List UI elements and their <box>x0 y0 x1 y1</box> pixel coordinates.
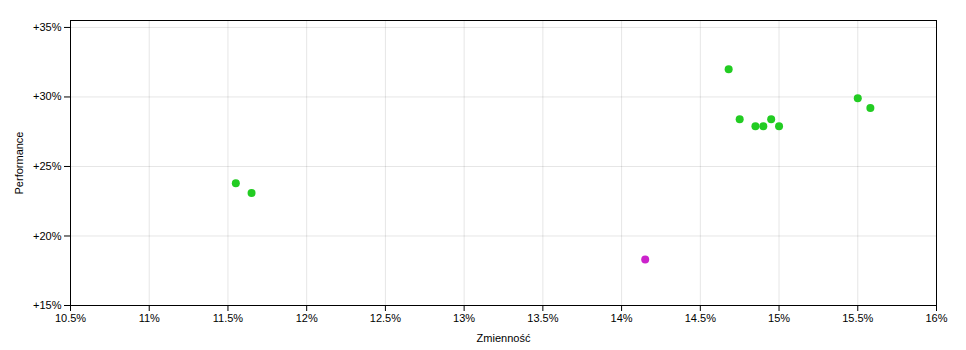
svg-text:15.5%: 15.5% <box>842 312 873 324</box>
svg-text:Zmienność: Zmienność <box>477 332 531 344</box>
svg-text:15%: 15% <box>768 312 790 324</box>
svg-text:14.5%: 14.5% <box>685 312 716 324</box>
svg-text:10.5%: 10.5% <box>55 312 86 324</box>
svg-text:16%: 16% <box>925 312 947 324</box>
svg-text:13.5%: 13.5% <box>527 312 558 324</box>
svg-text:11%: 11% <box>139 312 160 324</box>
svg-text:Performance: Performance <box>13 132 25 195</box>
svg-text:12.5%: 12.5% <box>370 312 401 324</box>
svg-text:11.5%: 11.5% <box>213 312 244 324</box>
svg-text:+20%: +20% <box>33 230 62 242</box>
svg-text:13%: 13% <box>453 312 475 324</box>
svg-text:+35%: +35% <box>33 21 62 33</box>
svg-text:12%: 12% <box>296 312 318 324</box>
svg-text:14%: 14% <box>611 312 633 324</box>
svg-text:+30%: +30% <box>33 90 62 102</box>
svg-text:+15%: +15% <box>33 299 62 311</box>
svg-text:+25%: +25% <box>33 160 62 172</box>
